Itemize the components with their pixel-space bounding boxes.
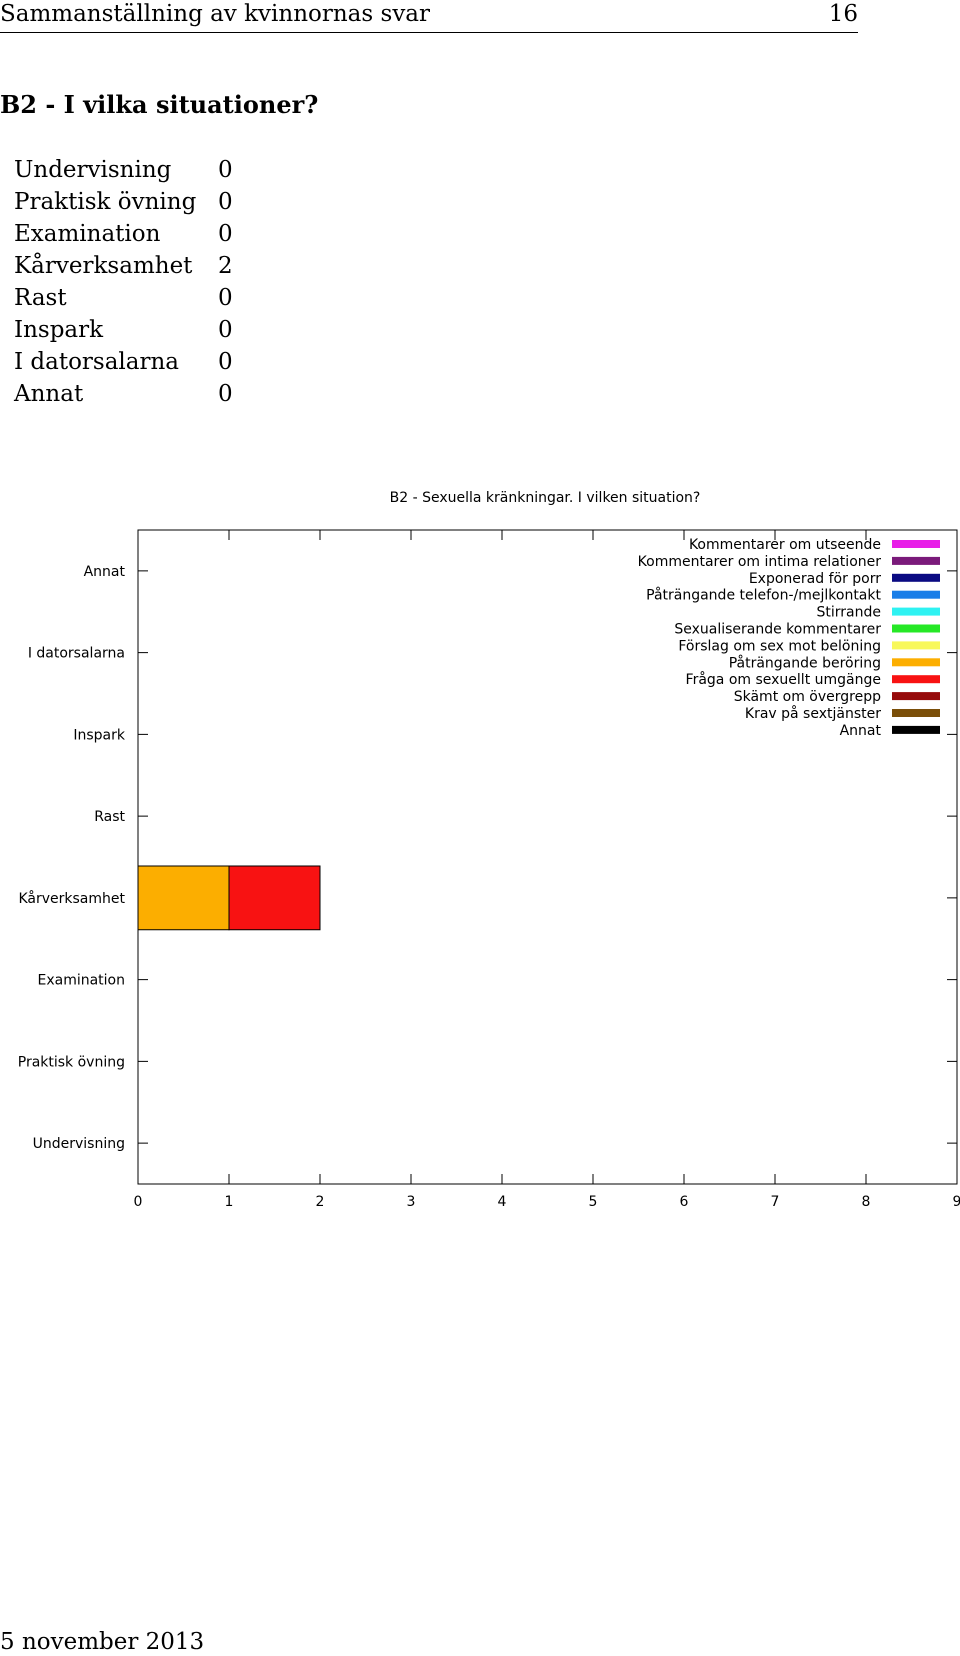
legend-label: Skämt om övergrepp: [734, 689, 881, 705]
x-tick-label: 2: [316, 1194, 325, 1210]
summary-count: 2: [218, 253, 233, 279]
legend-label: Kommentarer om utseende: [689, 537, 881, 553]
legend-swatch: [892, 709, 940, 717]
summary-count: 0: [218, 381, 233, 407]
chart-title: B2 - Sexuella kränkningar. I vilken situ…: [390, 490, 701, 506]
header-title: Sammanställning av kvinnornas svar: [0, 1, 431, 27]
legend-swatch: [892, 540, 940, 548]
x-tick-label: 0: [134, 1194, 143, 1210]
x-tick-label: 8: [862, 1194, 871, 1210]
footer-date: 5 november 2013: [0, 1629, 205, 1655]
legend-label: Sexualiserande kommentarer: [674, 622, 881, 638]
summary-label: Undervisning: [14, 157, 172, 183]
y-tick-label: Praktisk övning: [18, 1054, 125, 1070]
legend-label: Påträngande telefon-/mejlkontakt: [646, 587, 881, 604]
legend-swatch: [892, 556, 940, 565]
legend-label: Exponerad för porr: [749, 571, 881, 587]
legend-label: Kommentarer om intima relationer: [638, 554, 882, 570]
legend-swatch: [892, 590, 940, 599]
plot-frame: [137, 529, 958, 1185]
legend-swatch: [892, 607, 940, 616]
y-tick-label: I datorsalarna: [28, 646, 125, 662]
summary-label: Inspark: [14, 317, 104, 343]
x-tick-label: 6: [680, 1194, 689, 1210]
legend-swatch: [892, 675, 940, 684]
y-tick-label: Inspark: [73, 727, 126, 743]
summary-count: 0: [218, 317, 233, 343]
legend-swatch: [892, 725, 940, 734]
bar-segment: [137, 865, 230, 931]
summary-label: Kårverksamhet: [14, 253, 193, 279]
legend-swatch: [892, 624, 940, 633]
x-tick-label: 5: [589, 1194, 598, 1210]
summary-count: 0: [218, 285, 233, 311]
bar-chart: B2 - Sexuella kränkningar. I vilken situ…: [18, 490, 960, 1210]
legend-label: Krav på sextjänster: [745, 705, 881, 722]
summary-label: Examination: [14, 221, 161, 247]
x-axis: 0 1 2 3 4 5 6 7 8 9: [134, 530, 960, 1210]
legend-swatch: [892, 692, 940, 701]
summary-label: Praktisk övning: [14, 189, 197, 215]
summary-count: 0: [218, 189, 233, 215]
page-number: 16: [828, 1, 858, 27]
y-tick-label: Annat: [84, 564, 126, 580]
y-tick-label: Rast: [94, 809, 125, 825]
legend-label: Påträngande beröring: [729, 654, 881, 671]
summary-count: 0: [218, 349, 233, 375]
x-tick-label: 4: [498, 1194, 507, 1210]
summary-label: Rast: [14, 285, 67, 311]
bars: [137, 865, 321, 931]
summary-count: 0: [218, 221, 233, 247]
y-tick-label: Kårverksamhet: [18, 890, 125, 907]
page-header: Sammanställning av kvinnornas svar 16: [0, 0, 858, 33]
x-tick-label: 9: [953, 1194, 960, 1210]
summary-label: Annat: [14, 381, 84, 407]
legend-swatch: [892, 573, 940, 582]
x-tick-label: 1: [225, 1194, 234, 1210]
legend-label: Stirrande: [817, 605, 881, 621]
x-tick-label: 7: [771, 1194, 780, 1210]
legend-swatch: [892, 658, 940, 667]
summary-label: I datorsalarna: [14, 349, 180, 375]
legend-label: Fråga om sexuellt umgänge: [686, 671, 881, 688]
summary-count: 0: [218, 157, 233, 183]
section-title: B2 - I vilka situationer?: [0, 90, 319, 119]
legend-label: Förslag om sex mot belöning: [678, 638, 881, 654]
y-tick-label: Undervisning: [33, 1136, 125, 1152]
y-axis: Annat I datorsalarna Inspark Rast Kårverksam…: [18, 564, 957, 1152]
legend-swatch: [892, 641, 940, 650]
x-tick-label: 3: [407, 1194, 416, 1210]
y-tick-label: Examination: [37, 973, 125, 989]
bar-segment: [228, 865, 321, 931]
legend-label: Annat: [840, 723, 882, 739]
